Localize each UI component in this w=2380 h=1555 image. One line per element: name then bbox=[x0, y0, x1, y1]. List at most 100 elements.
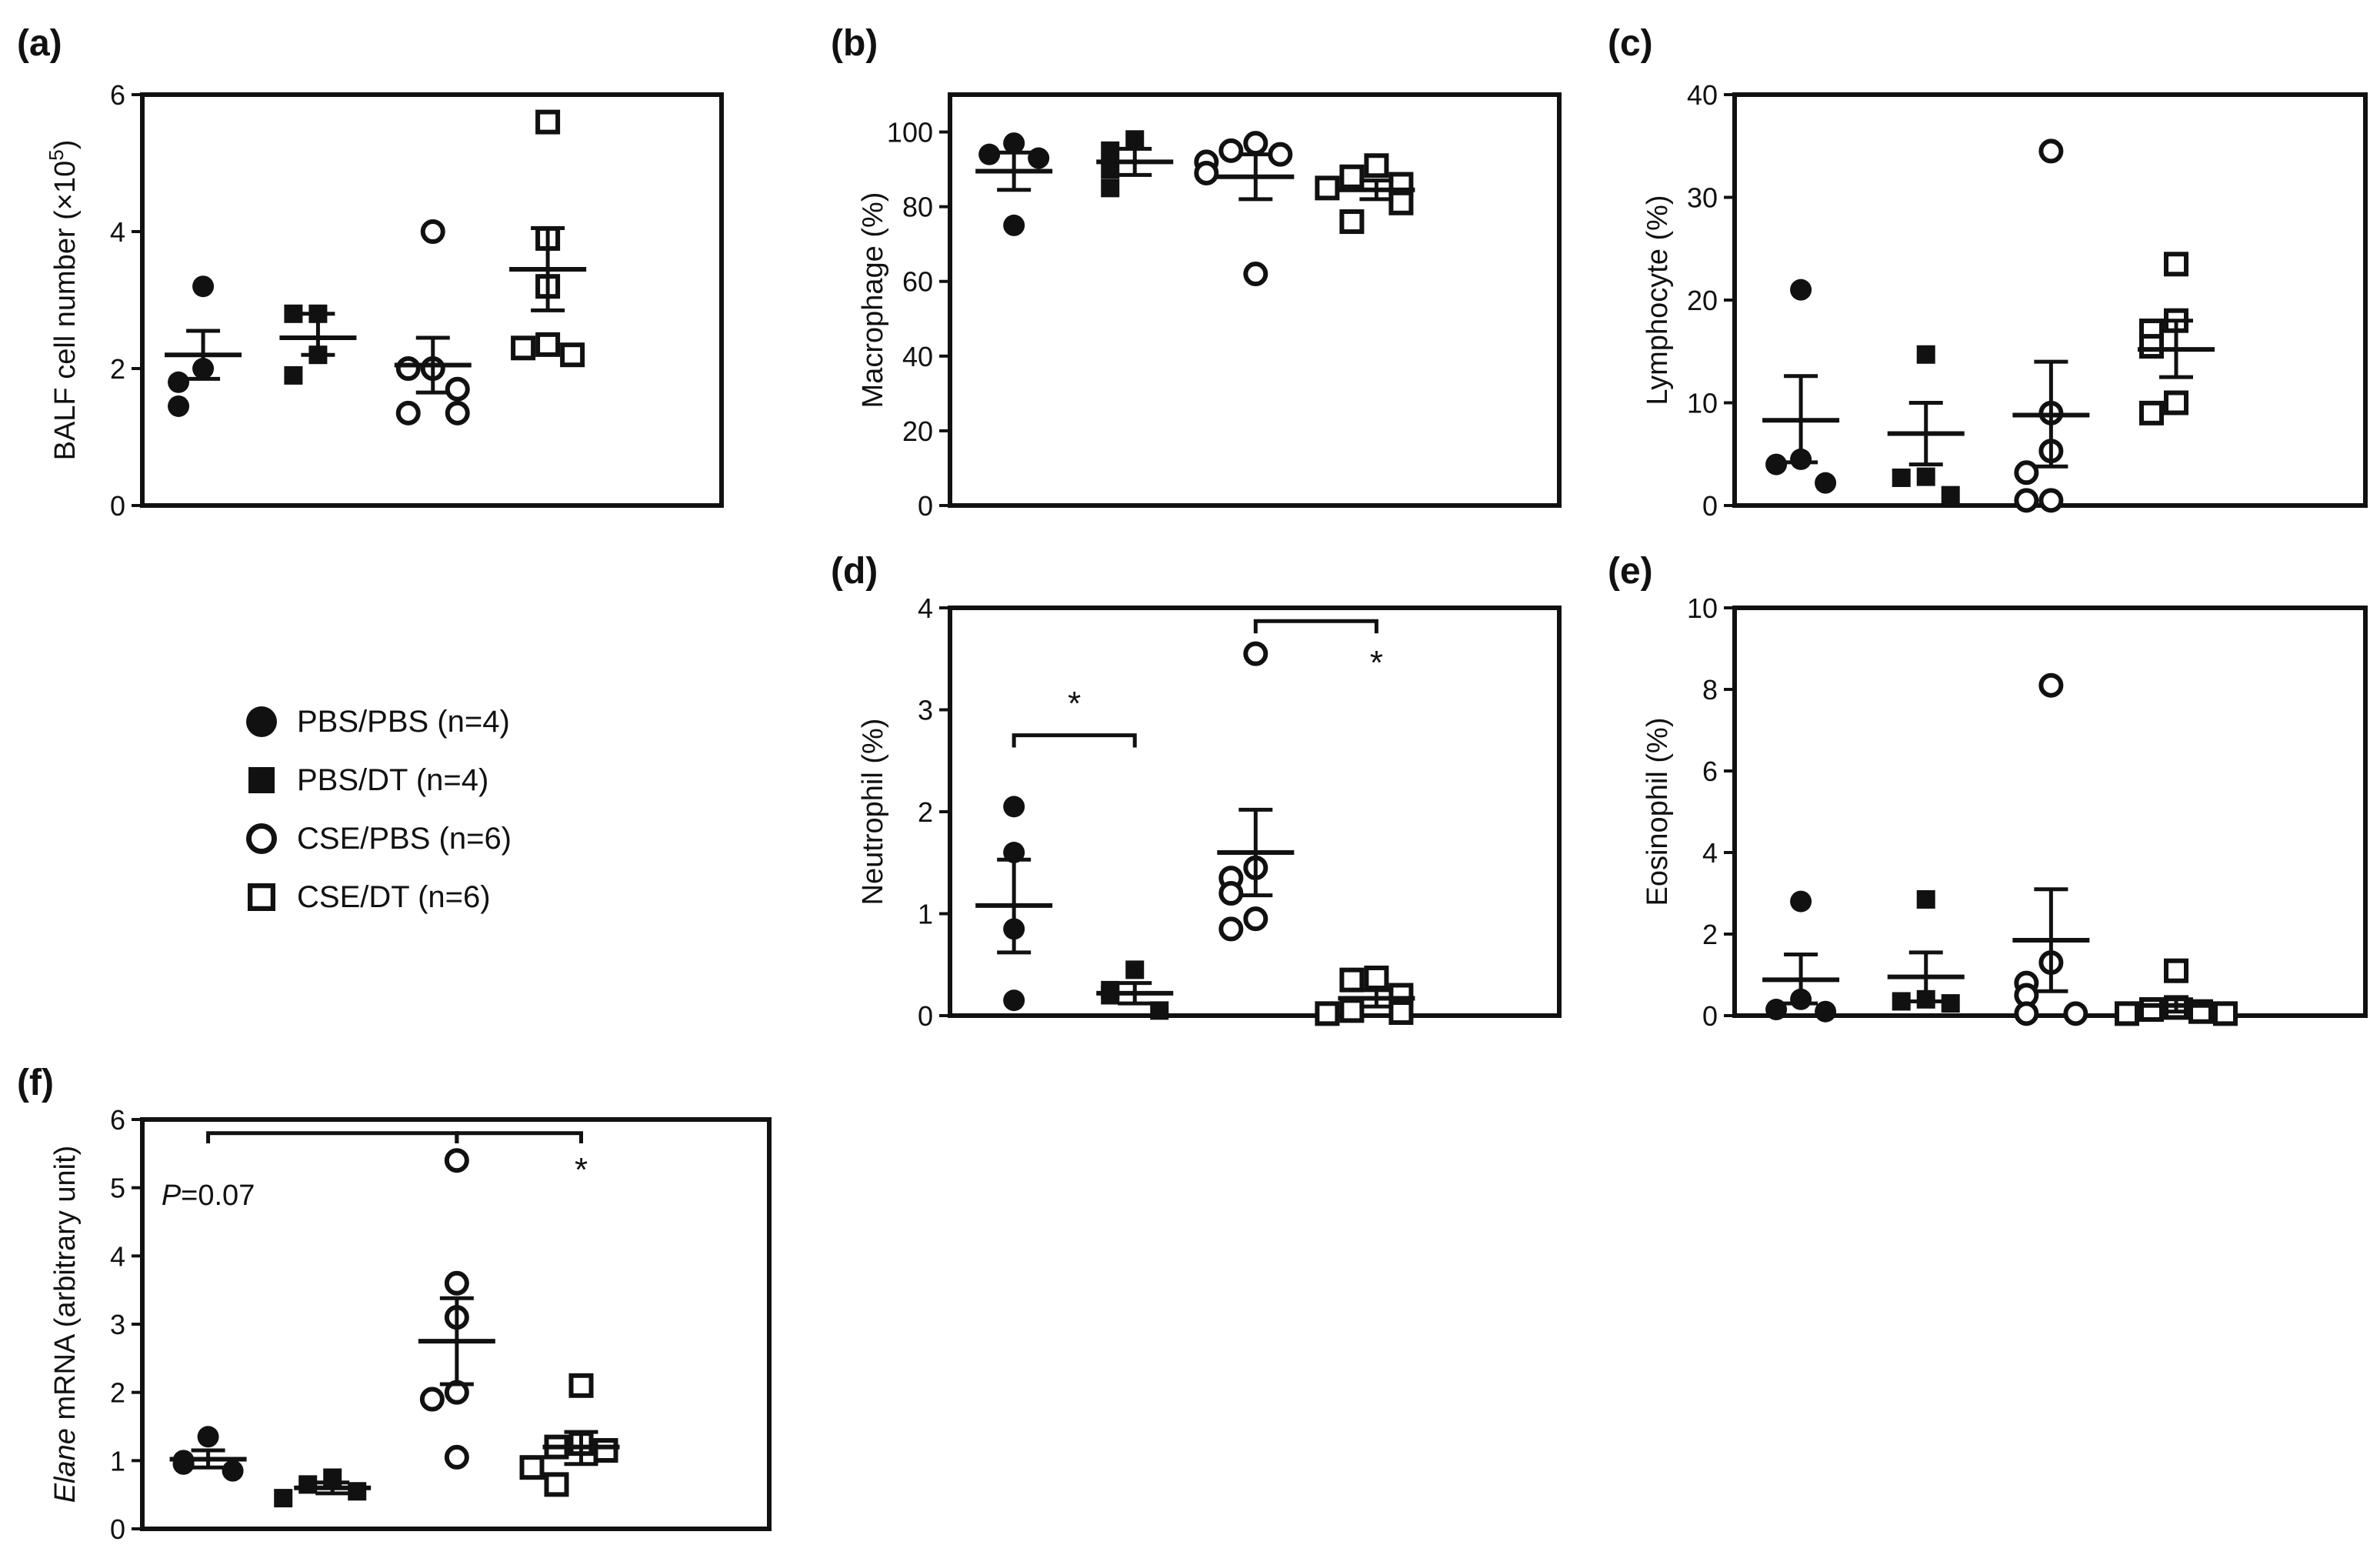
y-tick-label: 4 bbox=[918, 592, 933, 624]
legend-label: PBS/DT (n=4) bbox=[297, 762, 489, 797]
legend-label: PBS/PBS (n=4) bbox=[297, 704, 510, 739]
open-square-icon bbox=[248, 883, 275, 911]
y-tick-label: 3 bbox=[918, 695, 933, 726]
y-tick-label: 30 bbox=[1687, 182, 1718, 214]
data-point-open-square bbox=[519, 1455, 545, 1480]
y-axis-label-part: BALF cell number ( bbox=[49, 210, 82, 461]
panel-label: (b) bbox=[831, 23, 878, 64]
y-axis-label-part: Elane bbox=[49, 1428, 82, 1503]
data-point-filled-square bbox=[284, 304, 303, 323]
y-axis-label-part: Eosinophil (%) bbox=[1642, 718, 1674, 906]
data-point-open-square bbox=[544, 1472, 569, 1497]
data-point-filled-circle bbox=[1790, 890, 1812, 913]
data-point-filled-circle bbox=[1003, 796, 1025, 818]
data-point-open-circle bbox=[1218, 916, 1244, 942]
data-point-filled-circle bbox=[168, 371, 190, 393]
panel-label: (c) bbox=[1608, 23, 1653, 64]
y-axis-label-part: ×10 bbox=[49, 161, 82, 210]
panel-label: (a) bbox=[17, 23, 62, 64]
y-axis-label: Neutrophil (%) bbox=[857, 719, 889, 906]
y-tick-label: 20 bbox=[902, 415, 933, 447]
annotation-italic-part: P bbox=[162, 1180, 182, 1212]
y-tick-label: 6 bbox=[1702, 756, 1718, 787]
data-point-open-square bbox=[2115, 1001, 2139, 1026]
y-tick-label: 1 bbox=[918, 899, 933, 930]
data-point-filled-circle bbox=[1003, 214, 1025, 236]
y-tick-label: 6 bbox=[110, 1104, 125, 1136]
filled-square-icon bbox=[248, 767, 275, 793]
data-point-open-circle bbox=[419, 1386, 445, 1412]
y-tick-label: 0 bbox=[1702, 1000, 1718, 1032]
y-tick-label: 0 bbox=[110, 1513, 125, 1545]
data-point-open-square bbox=[1339, 164, 1365, 189]
data-point-filled-circle bbox=[1765, 999, 1788, 1021]
significance-bracket bbox=[1012, 733, 1137, 748]
significance-bracket bbox=[1253, 619, 1378, 634]
data-point-filled-square bbox=[1125, 960, 1145, 979]
y-axis-label-part: Lymphocyte (%) bbox=[1642, 195, 1674, 405]
data-point-filled-square bbox=[1892, 468, 1911, 487]
data-point-open-circle bbox=[1243, 641, 1268, 666]
y-tick-label: 0 bbox=[110, 490, 125, 522]
y-tick-label: 80 bbox=[902, 192, 933, 223]
y-axis-label: Elane mRNA (arbitrary unit) bbox=[49, 1146, 82, 1503]
data-point-open-circle bbox=[2014, 1001, 2039, 1026]
data-point-open-circle bbox=[395, 400, 421, 425]
y-tick-label: 2 bbox=[110, 1377, 125, 1409]
y-tick-label: 3 bbox=[110, 1309, 125, 1340]
data-point-filled-square bbox=[1101, 141, 1120, 160]
annotation-text: * bbox=[1370, 644, 1383, 682]
y-axis-label-part: Neutrophil (%) bbox=[857, 719, 889, 906]
data-point-open-square bbox=[2164, 958, 2188, 983]
data-point-filled-square bbox=[1941, 486, 1960, 505]
data-point-filled-circle bbox=[172, 1453, 195, 1475]
data-point-open-circle bbox=[1218, 138, 1244, 163]
legend: PBS/PBS (n=4) PBS/DT (n=4) CSE/PBS (n=6)… bbox=[246, 692, 512, 926]
data-point-filled-circle bbox=[222, 1460, 244, 1482]
y-axis-label: Macrophage (%) bbox=[857, 192, 889, 409]
data-point-filled-square bbox=[284, 365, 303, 385]
data-point-filled-square bbox=[1916, 889, 1935, 909]
data-point-filled-circle bbox=[197, 1426, 219, 1448]
data-point-filled-square bbox=[1916, 467, 1935, 486]
legend-item: CSE/PBS (n=6) bbox=[246, 809, 512, 868]
data-point-filled-square bbox=[1125, 130, 1145, 149]
y-tick-label: 20 bbox=[1687, 285, 1718, 316]
data-point-open-square bbox=[568, 1373, 594, 1398]
y-axis-label-part: Macrophage (%) bbox=[857, 192, 889, 409]
data-point-open-circle bbox=[2038, 672, 2064, 698]
significance-bracket bbox=[455, 1131, 583, 1144]
data-point-open-square bbox=[1339, 967, 1365, 993]
filled-circle-icon bbox=[246, 706, 277, 737]
data-point-open-square bbox=[535, 332, 561, 357]
data-point-filled-square bbox=[1941, 994, 1960, 1013]
y-tick-label: 5 bbox=[110, 1173, 125, 1204]
data-point-open-circle bbox=[1268, 142, 1293, 167]
annotation-text: P=0.07 bbox=[162, 1180, 255, 1212]
y-tick-label: 0 bbox=[1702, 490, 1718, 522]
data-point-filled-circle bbox=[1003, 989, 1025, 1012]
data-point-open-square bbox=[1364, 153, 1389, 179]
y-tick-label: 4 bbox=[1702, 837, 1718, 869]
legend-label: CSE/DT (n=6) bbox=[297, 879, 491, 914]
y-tick-label: 2 bbox=[918, 796, 933, 828]
data-point-open-circle bbox=[445, 376, 470, 402]
y-tick-label: 0 bbox=[918, 490, 933, 522]
data-point-open-circle bbox=[444, 1444, 469, 1470]
data-point-open-square bbox=[2164, 252, 2188, 277]
y-tick-label: 2 bbox=[1702, 919, 1718, 950]
y-tick-label: 100 bbox=[887, 117, 933, 148]
data-point-open-circle bbox=[2038, 138, 2064, 164]
y-axis-label-part: mRNA (arbitrary unit) bbox=[49, 1146, 82, 1428]
plot-frame bbox=[948, 92, 1562, 508]
data-point-filled-square bbox=[1916, 345, 1935, 364]
data-point-filled-circle bbox=[1815, 472, 1837, 494]
data-point-open-circle bbox=[1194, 160, 1219, 185]
significance-bracket bbox=[206, 1131, 459, 1144]
data-point-open-circle bbox=[2063, 1001, 2088, 1026]
y-tick-label: 10 bbox=[1687, 388, 1718, 419]
legend-item: CSE/DT (n=6) bbox=[246, 868, 512, 926]
y-tick-label: 2 bbox=[110, 353, 125, 385]
annotation-text: * bbox=[1068, 685, 1081, 722]
data-point-filled-circle bbox=[978, 143, 1001, 165]
